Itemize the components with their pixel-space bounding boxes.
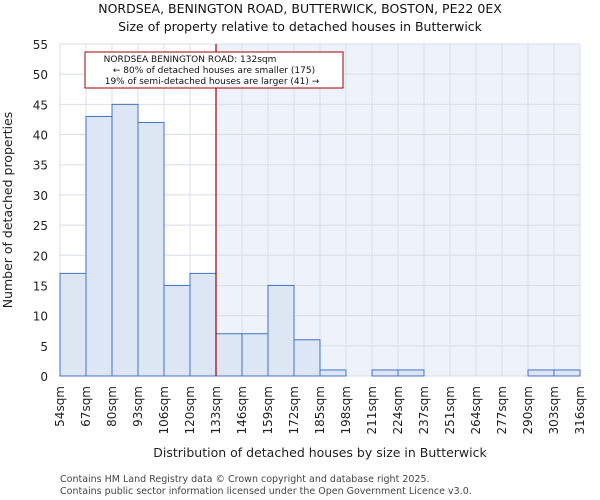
y-tick-label-40: 40	[33, 129, 48, 143]
x-tick-label-80sqm: 80sqm	[105, 386, 119, 427]
bar-159sqm	[267, 284, 295, 377]
y-tick-label-10: 10	[33, 310, 48, 324]
x-tick-label-316sqm: 316sqm	[573, 386, 587, 434]
x-tick-label-54sqm: 54sqm	[53, 386, 67, 427]
footer-line-2: Contains public sector information licen…	[60, 486, 472, 497]
footer-line-1: Contains HM Land Registry data © Crown c…	[60, 474, 430, 485]
annotation-line-3: 19% of semi-detached houses are larger (…	[105, 77, 320, 87]
bar-224sqm	[397, 369, 425, 377]
annotation-line-2: ← 80% of detached houses are smaller (17…	[113, 66, 315, 76]
x-tick-label-237sqm: 237sqm	[417, 386, 431, 434]
bar-93sqm	[137, 121, 165, 377]
x-tick-label-106sqm: 106sqm	[157, 386, 171, 434]
y-tick-label-20: 20	[33, 249, 48, 263]
bar-290sqm	[527, 369, 555, 377]
y-axis-ticks: 0 5 10 15 20 25 30 35 40 45 50 55	[33, 38, 48, 384]
bar-106sqm	[163, 284, 191, 377]
bar-146sqm	[241, 333, 269, 377]
x-tick-label-198sqm: 198sqm	[339, 386, 353, 434]
bar-172sqm	[293, 339, 321, 377]
y-tick-label-15: 15	[33, 279, 48, 293]
bar-211sqm	[371, 369, 399, 377]
bar-133sqm	[215, 333, 243, 377]
chart-title: NORDSEA, BENINGTON ROAD, BUTTERWICK, BOS…	[98, 1, 502, 16]
y-tick-label-30: 30	[33, 189, 48, 203]
bar-185sqm	[319, 369, 347, 377]
chart-subtitle: Size of property relative to detached ho…	[118, 19, 483, 34]
x-tick-label-185sqm: 185sqm	[313, 386, 327, 434]
bars	[59, 103, 581, 377]
bar-303sqm	[553, 369, 581, 377]
x-axis-ticks: 54sqm 67sqm 80sqm 93sqm 106sqm 120sqm 133sqm 14…	[53, 386, 587, 434]
x-tick-label-159sqm: 159sqm	[261, 386, 275, 434]
x-tick-label-93sqm: 93sqm	[131, 386, 145, 427]
y-tick-label-50: 50	[33, 68, 48, 82]
y-tick-label-5: 5	[40, 340, 48, 354]
y-tick-label-45: 45	[33, 98, 48, 112]
bar-80sqm	[111, 103, 139, 377]
x-tick-label-146sqm: 146sqm	[235, 386, 249, 434]
annotation-box: NORDSEA BENINGTON ROAD: 132sqm ← 80% of …	[84, 51, 344, 89]
x-tick-label-290sqm: 290sqm	[521, 386, 535, 434]
x-tick-label-133sqm: 133sqm	[209, 386, 223, 434]
bar-120sqm	[189, 272, 217, 377]
annotation-line-1: NORDSEA BENINGTON ROAD: 132sqm	[104, 55, 277, 65]
x-tick-label-120sqm: 120sqm	[183, 386, 197, 434]
bar-54sqm	[59, 272, 87, 377]
x-axis-title: Distribution of detached houses by size …	[153, 445, 487, 460]
y-axis-title: Number of detached properties	[0, 112, 15, 309]
y-tick-label-25: 25	[33, 219, 48, 233]
x-tick-label-211sqm: 211sqm	[365, 386, 379, 434]
x-tick-label-251sqm: 251sqm	[443, 386, 457, 434]
y-tick-label-0: 0	[40, 370, 48, 384]
x-tick-label-264sqm: 264sqm	[469, 386, 483, 434]
x-tick-label-67sqm: 67sqm	[79, 386, 93, 427]
bar-67sqm	[85, 115, 113, 377]
annotation-frame	[84, 51, 344, 89]
x-tick-label-224sqm: 224sqm	[391, 386, 405, 434]
x-tick-label-303sqm: 303sqm	[547, 386, 561, 434]
y-tick-label-55: 55	[33, 38, 48, 52]
x-tick-label-172sqm: 172sqm	[287, 386, 301, 434]
x-tick-label-277sqm: 277sqm	[495, 386, 509, 434]
y-tick-label-35: 35	[33, 159, 48, 173]
